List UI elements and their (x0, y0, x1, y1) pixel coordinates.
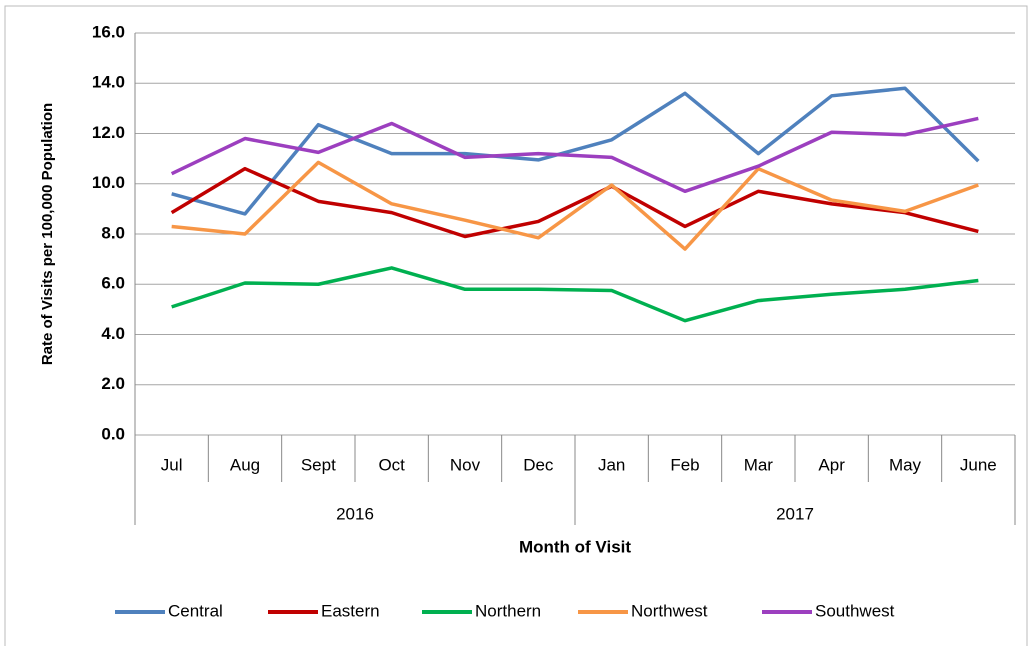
x-axis-title: Month of Visit (519, 537, 631, 556)
y-tick-label: 14.0 (92, 73, 125, 92)
y-tick-label: 16.0 (92, 22, 125, 41)
x-tick-label: June (960, 455, 997, 474)
x-tick-label: Apr (818, 455, 845, 474)
x-group-label: 2016 (336, 504, 374, 523)
series-line (171, 86, 980, 216)
series-line (170, 116, 979, 194)
legend-label: Southwest (815, 601, 895, 620)
x-group-label: 2017 (776, 504, 814, 523)
x-tick-label: Sept (301, 455, 336, 474)
x-tick-label: Dec (523, 455, 554, 474)
y-tick-label: 10.0 (92, 173, 125, 192)
series-line (170, 166, 979, 239)
x-tick-label: May (889, 455, 922, 474)
chart-frame (4, 5, 1028, 646)
x-tick-label: Mar (744, 455, 774, 474)
legend-label: Eastern (321, 601, 380, 620)
y-axis-title: Rate of Visits per 100,000 Population (39, 103, 56, 365)
x-tick-label: Feb (670, 455, 699, 474)
y-tick-label: 8.0 (101, 223, 125, 242)
x-tick-label: Jul (161, 455, 183, 474)
series-line (171, 266, 979, 323)
legend-label: Northern (475, 601, 541, 620)
y-tick-label: 0.0 (101, 424, 125, 443)
x-tick-label: Nov (450, 455, 481, 474)
series-line (171, 160, 979, 251)
x-tick-label: Jan (598, 455, 625, 474)
y-tick-label: 2.0 (101, 374, 125, 393)
y-tick-label: 4.0 (101, 324, 125, 343)
y-tick-label: 6.0 (101, 274, 125, 293)
x-tick-label: Oct (378, 455, 405, 474)
legend-label: Central (168, 601, 223, 620)
x-tick-label: Aug (230, 455, 260, 474)
y-tick-label: 12.0 (92, 123, 125, 142)
legend-label: Northwest (631, 601, 708, 620)
